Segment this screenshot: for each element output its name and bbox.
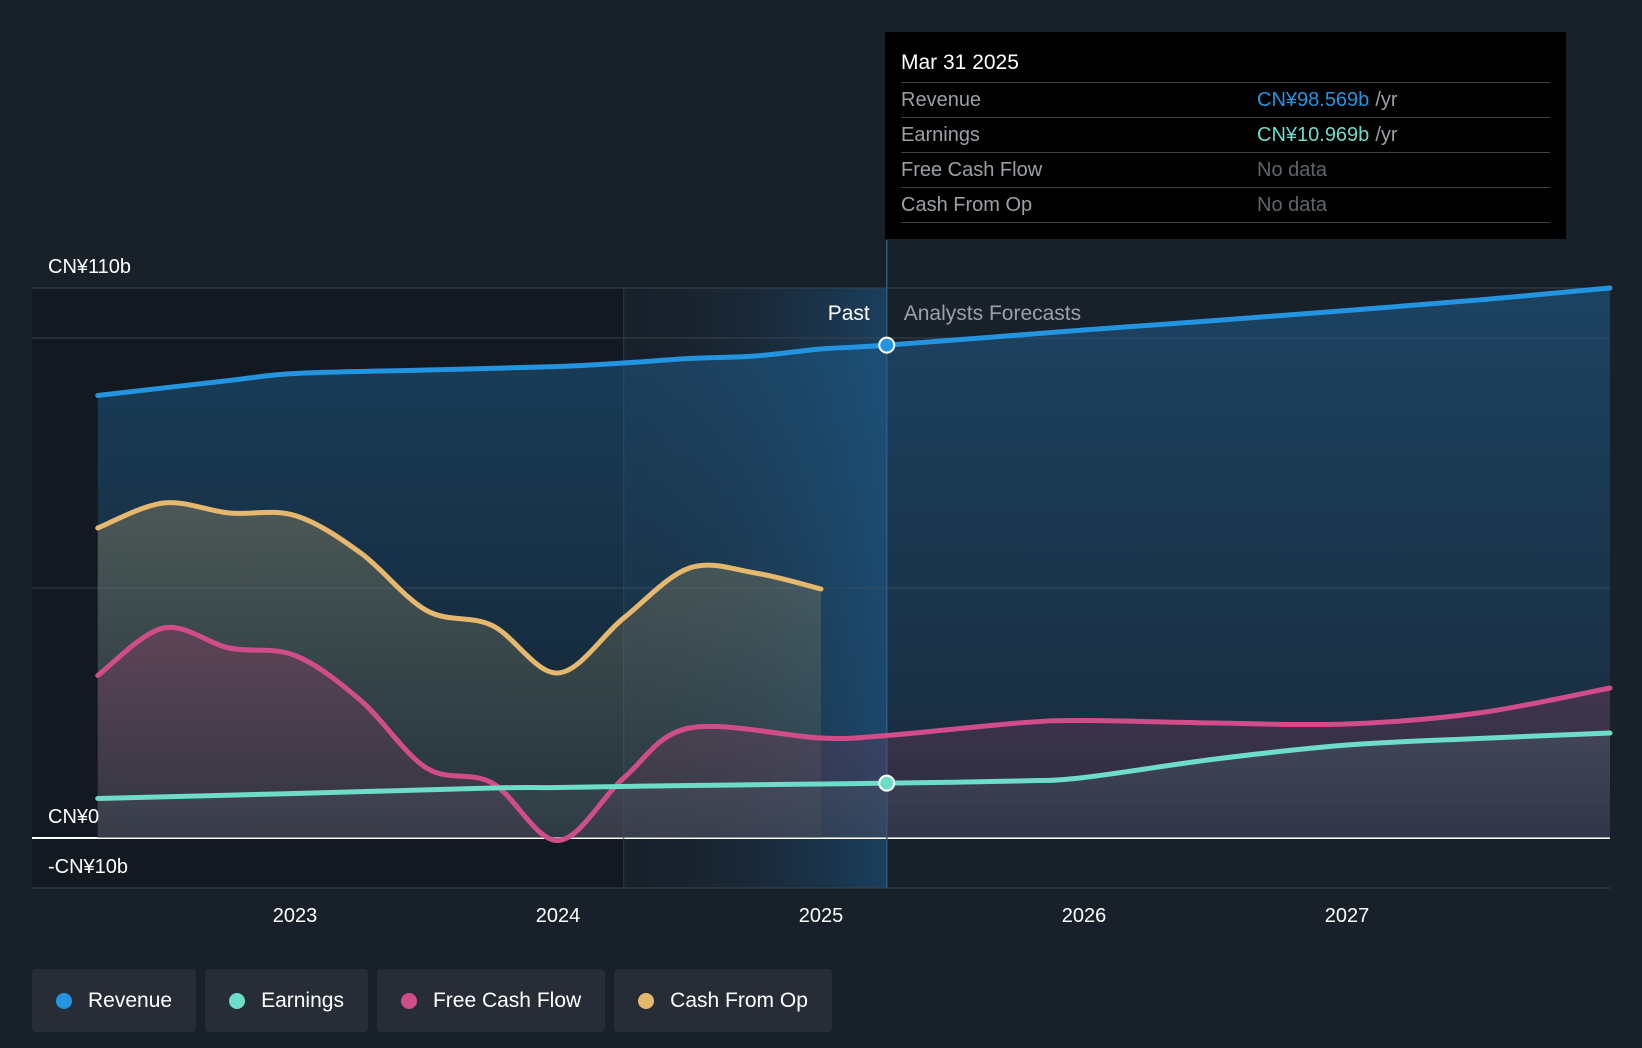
legend: Revenue Earnings Free Cash Flow Cash Fro…: [32, 969, 832, 1032]
cash-from-op-line: [95, 500, 824, 676]
tooltip-unit: /yr: [1375, 88, 1398, 111]
tooltip: Mar 31 2025 Revenue CN¥98.569b /yr Earni…: [885, 32, 1566, 239]
x-tick-label: 2025: [799, 905, 844, 927]
free-cash-flow-line: [95, 624, 1613, 844]
tooltip-value: No data: [1257, 193, 1328, 216]
tooltip-label: Cash From Op: [901, 193, 1033, 216]
legend-label: Cash From Op: [670, 988, 808, 1012]
tooltip-label: Earnings: [901, 123, 980, 146]
legend-item-earnings[interactable]: Earnings: [205, 969, 368, 1032]
legend-label: Revenue: [88, 988, 173, 1012]
tooltip-label: Free Cash Flow: [901, 158, 1043, 181]
x-tick-label: 2026: [1062, 905, 1107, 927]
legend-item-revenue[interactable]: Revenue: [32, 969, 197, 1032]
y-tick-label: CN¥0: [48, 806, 99, 828]
y-tick-label: -CN¥10b: [48, 856, 128, 878]
revenue-dot-icon: [56, 992, 72, 1009]
legend-item-free-cash-flow[interactable]: Free Cash Flow: [376, 969, 606, 1032]
earnings-dot-icon: [229, 992, 246, 1009]
tooltip-row-cash-from-op: Cash From Op No data: [901, 187, 1550, 223]
cash-from-op-dot-icon: [638, 992, 655, 1009]
x-tick-label: 2023: [273, 905, 318, 927]
x-tick-label: 2024: [536, 905, 581, 927]
legend-item-cash-from-op[interactable]: Cash From Op: [614, 969, 832, 1032]
tooltip-date: Mar 31 2025: [901, 51, 1019, 74]
tooltip-row-revenue: Revenue CN¥98.569b /yr: [901, 82, 1550, 117]
tooltip-value: CN¥98.569b: [1257, 88, 1370, 111]
y-tick-label: CN¥110b: [48, 256, 131, 278]
legend-label: Free Cash Flow: [432, 988, 582, 1012]
tooltip-row-free-cash-flow: Free Cash Flow No data: [901, 152, 1550, 187]
forecast-label: Analysts Forecasts: [904, 302, 1081, 325]
revenue-marker: [878, 336, 896, 354]
tooltip-label: Revenue: [901, 88, 982, 111]
legend-label: Earnings: [261, 988, 344, 1012]
free-cash-flow-dot-icon: [400, 992, 417, 1009]
tooltip-value: No data: [1257, 158, 1328, 181]
x-tick-label: 2027: [1325, 905, 1370, 927]
earnings-line: [95, 730, 1613, 801]
past-label: Past: [828, 302, 870, 325]
earnings-marker: [878, 774, 896, 792]
revenue-line: [95, 285, 1613, 398]
tooltip-row-earnings: Earnings CN¥10.969b /yr: [901, 117, 1550, 152]
tooltip-unit: /yr: [1375, 123, 1398, 146]
tooltip-value: CN¥10.969b: [1257, 123, 1370, 146]
